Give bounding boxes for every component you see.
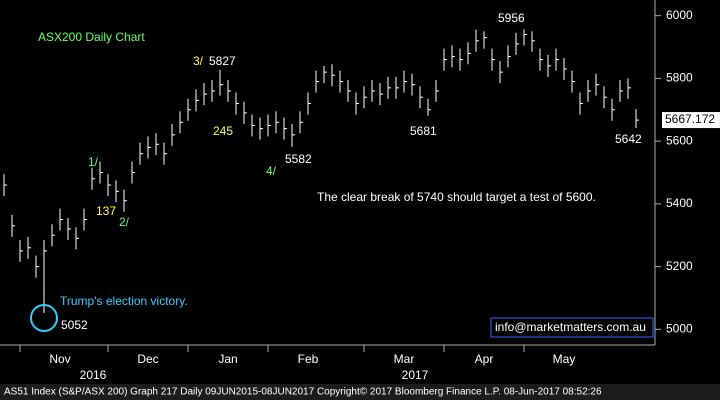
x-tick-label: Feb — [298, 352, 319, 366]
x-tick-label: May — [553, 352, 576, 366]
year-label: 2016 — [80, 368, 107, 382]
annotation: 5052 — [61, 318, 88, 332]
footer-band — [0, 384, 720, 400]
chart-title: ASX200 Daily Chart — [38, 30, 145, 44]
footer: AS51 Index (S&P/ASX 200) Graph 217 Daily… — [4, 387, 602, 398]
contact: info@marketmatters.com.au — [495, 320, 646, 334]
x-tick-label: Nov — [49, 352, 70, 366]
annotation: 245 — [213, 124, 233, 138]
annotation: 5582 — [285, 152, 312, 166]
annotation: 5827 — [209, 54, 236, 68]
year-label: 2017 — [402, 368, 429, 382]
annotation: 3/ — [193, 54, 204, 68]
election-circle — [30, 304, 58, 332]
y-tick-label: 5600 — [666, 133, 693, 147]
x-tick-label: Mar — [394, 352, 415, 366]
y-tick-label: 5400 — [666, 196, 693, 210]
annotation: 137 — [96, 204, 116, 218]
last-price-label: 5667.172 — [665, 112, 715, 126]
annotation: The clear break of 5740 should target a … — [317, 190, 596, 204]
last-price-box — [662, 112, 720, 129]
y-tick-label: 5800 — [666, 71, 693, 85]
x-tick-label: Apr — [475, 352, 494, 366]
x-tick-label: Jan — [218, 352, 237, 366]
x-tick-label: Dec — [137, 352, 158, 366]
y-tick-label: 5200 — [666, 259, 693, 273]
annotation: 4/ — [266, 164, 277, 178]
annotation: 5642 — [615, 132, 642, 146]
annotation: 5681 — [410, 124, 437, 138]
annotation: 1/ — [88, 155, 99, 169]
y-tick-label: 6000 — [666, 8, 693, 22]
annotation: 5956 — [498, 11, 525, 25]
annotation: 2/ — [119, 215, 130, 229]
y-tick-label: 5000 — [666, 321, 693, 335]
annotation: Trump's election victory. — [60, 294, 188, 308]
contact-box — [490, 317, 654, 338]
